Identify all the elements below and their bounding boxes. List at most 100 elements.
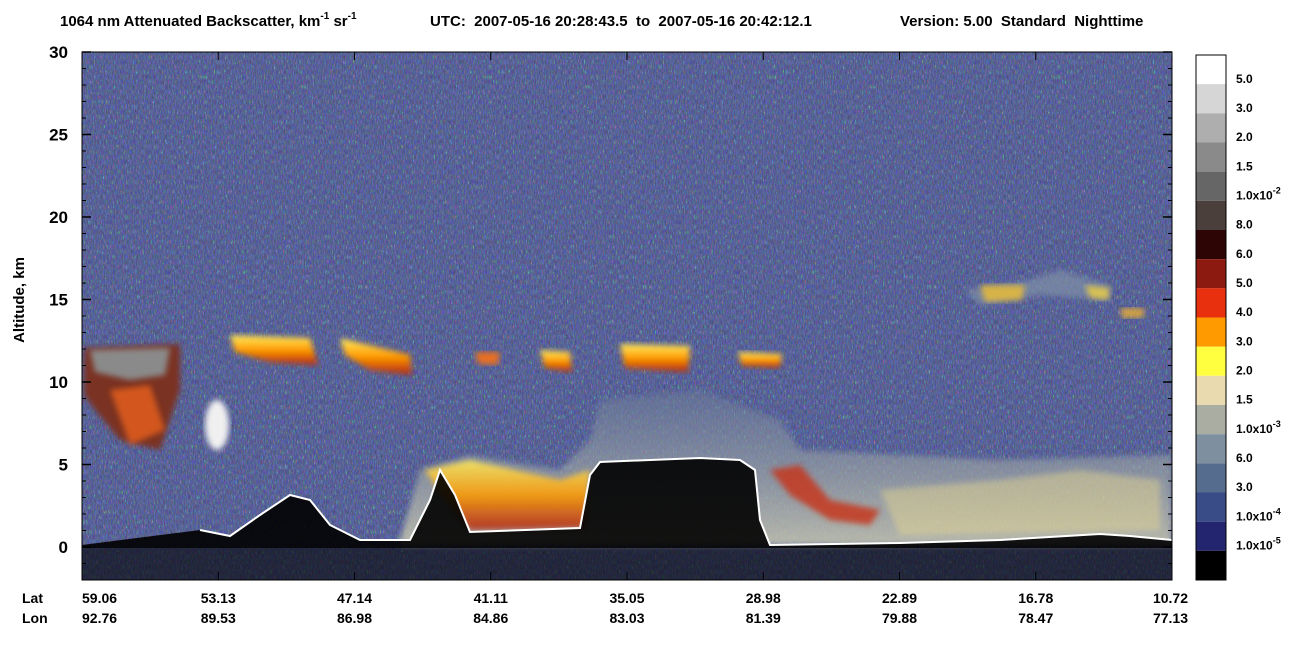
lon-label: 92.76 bbox=[82, 610, 117, 626]
colorbar-label-exponent: -5 bbox=[1273, 535, 1281, 545]
colorbar-swatch bbox=[1196, 113, 1226, 143]
colorbar-label-text: 3.0 bbox=[1236, 480, 1253, 494]
colorbar-label-text: 1.0x10 bbox=[1236, 538, 1273, 552]
colorbar-swatch bbox=[1196, 375, 1226, 405]
colorbar-label-exponent: -3 bbox=[1273, 419, 1281, 429]
colorbar-label-text: 1.0x10 bbox=[1236, 188, 1273, 202]
cloud bbox=[475, 352, 500, 365]
lat-title: Lat bbox=[22, 590, 43, 606]
title-text: sr bbox=[329, 13, 348, 30]
colorbar-label: 8.0 bbox=[1236, 218, 1253, 232]
colorbar-label-text: 1.5 bbox=[1236, 159, 1253, 173]
colorbar-label: 6.0 bbox=[1236, 451, 1253, 465]
terrain bbox=[82, 458, 1172, 548]
colorbar-label: 5.0 bbox=[1236, 276, 1253, 290]
colorbar-label-text: 1.5 bbox=[1236, 393, 1253, 407]
lat-label: 28.98 bbox=[746, 590, 781, 606]
title-exponent: -1 bbox=[348, 11, 357, 22]
lat-label: 16.78 bbox=[1018, 590, 1053, 606]
colorbar-swatch bbox=[1196, 142, 1226, 172]
y-tick-label: 15 bbox=[49, 291, 68, 310]
lat-label: 53.13 bbox=[201, 590, 236, 606]
colorbar-swatch bbox=[1196, 492, 1226, 522]
colorbar-swatch bbox=[1196, 259, 1226, 289]
colorbar-label-text: 2.0 bbox=[1236, 363, 1253, 377]
colorbar-swatch bbox=[1196, 463, 1226, 493]
lon-label: 89.53 bbox=[201, 610, 236, 626]
lat-label: 47.14 bbox=[337, 590, 372, 606]
colorbar-label: 4.0 bbox=[1236, 305, 1253, 319]
lon-label: 81.39 bbox=[746, 610, 781, 626]
colorbar-swatch bbox=[1196, 346, 1226, 376]
colorbar-label-text: 5.0 bbox=[1236, 72, 1253, 86]
colorbar-swatch bbox=[1196, 434, 1226, 464]
lon-label: 79.88 bbox=[882, 610, 917, 626]
colorbar-swatch bbox=[1196, 405, 1226, 435]
lat-label: 35.05 bbox=[609, 590, 644, 606]
colorbar-swatch bbox=[1196, 521, 1226, 551]
lat-label: 41.11 bbox=[474, 590, 508, 606]
colorbar-swatch bbox=[1196, 317, 1226, 347]
lon-label: 83.03 bbox=[609, 610, 644, 626]
colorbar-label-text: 2.0 bbox=[1236, 130, 1253, 144]
curtain-image bbox=[82, 52, 1172, 580]
title-utc: UTC: 2007-05-16 20:28:43.5 to 2007-05-16… bbox=[430, 13, 812, 30]
colorbar-label-text: 6.0 bbox=[1236, 451, 1253, 465]
colorbar-label-text: 8.0 bbox=[1236, 218, 1253, 232]
cloud bbox=[340, 338, 412, 375]
colorbar-swatch bbox=[1196, 84, 1226, 114]
y-tick-label: 10 bbox=[49, 373, 68, 392]
colorbar-label: 5.0 bbox=[1236, 72, 1253, 86]
colorbar-swatch bbox=[1196, 230, 1226, 260]
colorbar-frame bbox=[1195, 54, 1227, 581]
colorbar-swatch bbox=[1196, 200, 1226, 230]
y-tick-label: 0 bbox=[59, 538, 68, 557]
cloud bbox=[980, 285, 1025, 302]
cloud bbox=[540, 350, 572, 372]
lon-title: Lon bbox=[22, 610, 48, 626]
lon-label: 84.86 bbox=[473, 610, 508, 626]
title-exponent: -1 bbox=[320, 11, 329, 22]
colorbar-label: 1.0x10-2 bbox=[1236, 185, 1281, 202]
colorbar-swatch bbox=[1196, 171, 1226, 201]
cloud bbox=[230, 335, 318, 365]
cloud bbox=[1085, 285, 1110, 300]
colorbar-swatch bbox=[1196, 55, 1226, 85]
cloud bbox=[738, 352, 782, 368]
cloud bbox=[1120, 308, 1145, 318]
colorbar-label-exponent: -4 bbox=[1273, 506, 1281, 516]
colorbar-label-exponent: -2 bbox=[1273, 185, 1281, 195]
lon-label: 77.13 bbox=[1153, 610, 1188, 626]
colorbar-label: 1.0x10-4 bbox=[1236, 506, 1281, 523]
y-axis-title: Altitude, km bbox=[11, 257, 28, 343]
colorbar-label-text: 6.0 bbox=[1236, 247, 1253, 261]
y-tick-label: 30 bbox=[49, 43, 68, 62]
colorbar-label: 3.0 bbox=[1236, 480, 1253, 494]
title-version: Version: 5.00 Standard Nighttime bbox=[900, 13, 1143, 30]
y-tick-label: 20 bbox=[49, 208, 68, 227]
colorbar-swatch bbox=[1196, 288, 1226, 318]
colorbar-label-text: 5.0 bbox=[1236, 276, 1253, 290]
lat-label: 10.72 bbox=[1153, 590, 1188, 606]
colorbar-label-text: 1.0x10 bbox=[1236, 509, 1273, 523]
aerosol-dense bbox=[425, 460, 590, 530]
colorbar-label-text: 1.0x10 bbox=[1236, 422, 1273, 436]
colorbar-swatch bbox=[1196, 550, 1226, 580]
cloud bbox=[620, 344, 690, 372]
colorbar-label: 2.0 bbox=[1236, 363, 1253, 377]
title-text: 1064 nm Attenuated Backscatter, km bbox=[60, 13, 320, 30]
y-tick-label: 25 bbox=[49, 126, 68, 145]
colorbar-label: 1.5 bbox=[1236, 393, 1253, 407]
colorbar-label: 2.0 bbox=[1236, 130, 1253, 144]
chart-title: 1064 nm Attenuated Backscatter, km-1 sr-… bbox=[60, 11, 357, 30]
colorbar-label: 1.5 bbox=[1236, 159, 1253, 173]
lat-label: 22.89 bbox=[882, 590, 917, 606]
colorbar-label-text: 3.0 bbox=[1236, 101, 1253, 115]
lon-label: 86.98 bbox=[337, 610, 372, 626]
surface-line bbox=[199, 456, 1172, 547]
aerosol-dense bbox=[770, 465, 880, 525]
lon-label: 78.47 bbox=[1018, 610, 1053, 626]
colorbar-label-text: 4.0 bbox=[1236, 305, 1253, 319]
colorbar-label: 3.0 bbox=[1236, 334, 1253, 348]
